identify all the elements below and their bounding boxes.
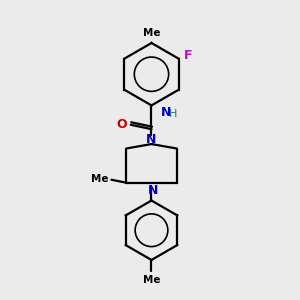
Text: Me: Me: [92, 174, 109, 184]
Text: Me: Me: [143, 275, 160, 285]
Text: N: N: [146, 133, 157, 146]
Text: H: H: [169, 109, 177, 119]
Text: N: N: [148, 184, 158, 197]
Text: Me: Me: [143, 28, 160, 38]
Text: N: N: [160, 106, 171, 119]
Text: O: O: [116, 118, 127, 130]
Text: F: F: [184, 49, 192, 62]
